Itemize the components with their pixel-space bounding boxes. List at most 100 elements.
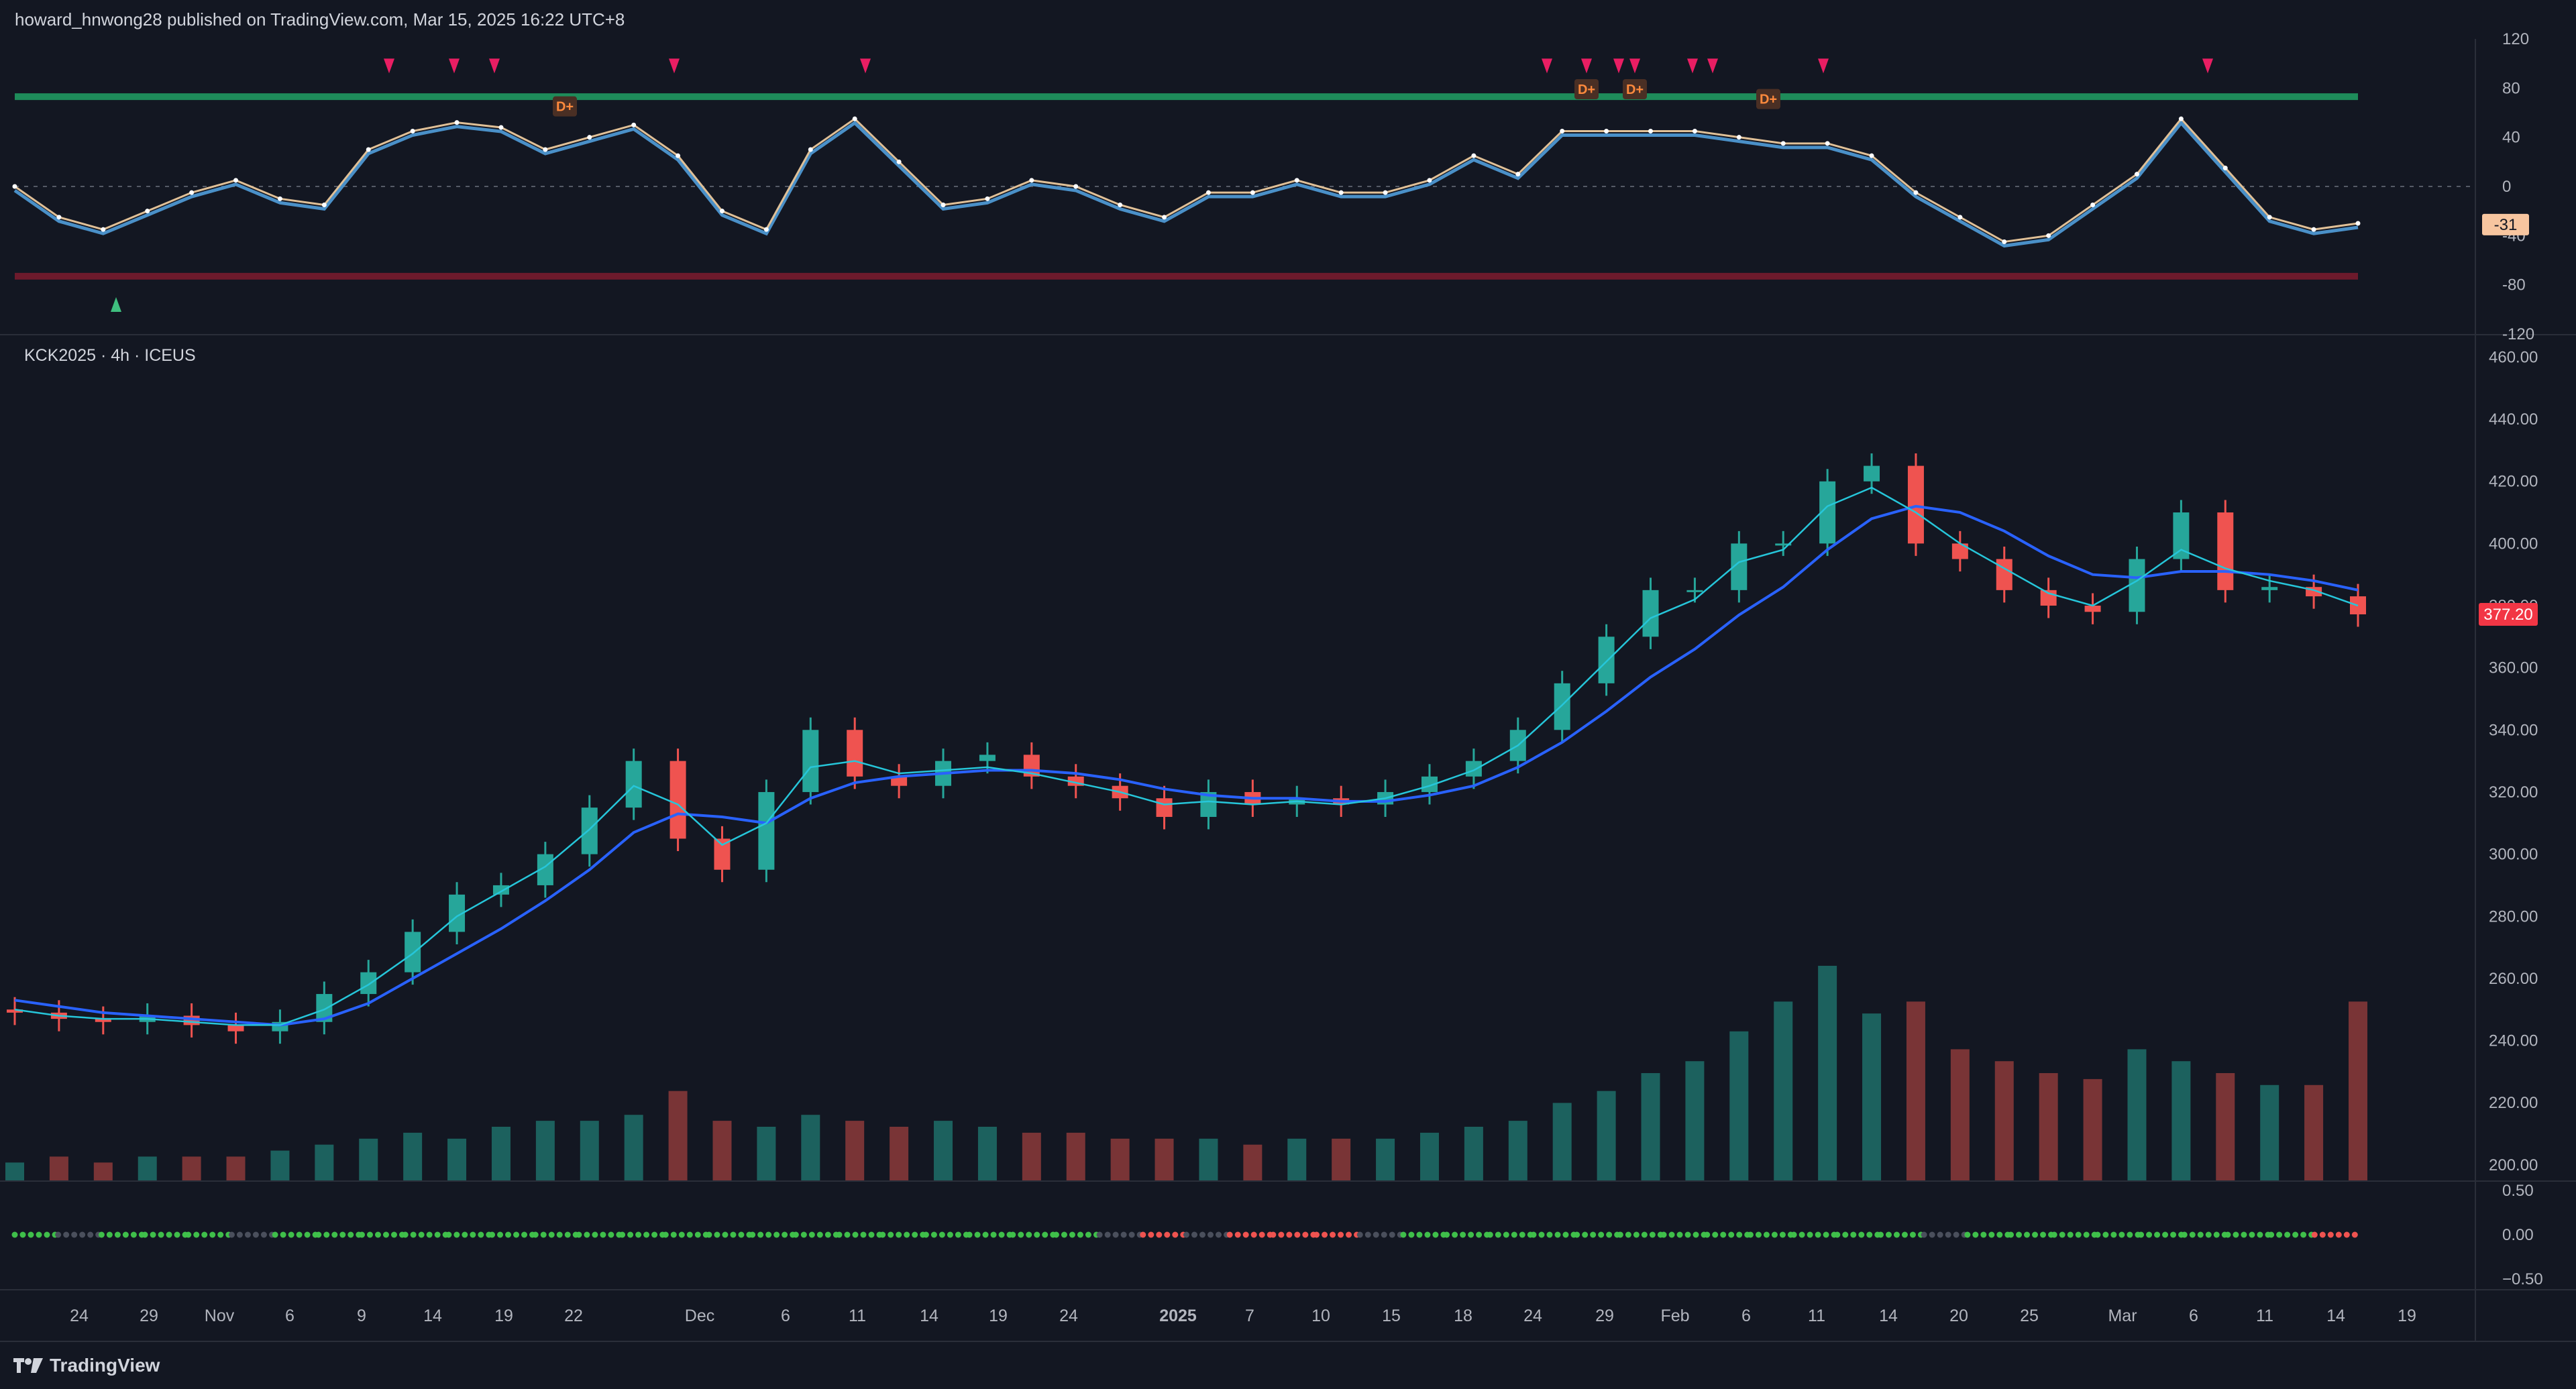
trend-dot: [947, 1231, 953, 1238]
trend-dot: [1519, 1231, 1525, 1238]
volume-bar: [934, 1121, 953, 1180]
trend-dot: [974, 1231, 981, 1238]
divergence-label: D+: [1578, 82, 1595, 97]
divergence-label: D+: [1626, 82, 1644, 97]
trend-dot: [1278, 1231, 1285, 1238]
trend-dot: [382, 1231, 389, 1238]
trend-dot: [366, 1231, 373, 1238]
trend-dot: [2257, 1231, 2263, 1238]
trend-dot: [816, 1231, 823, 1238]
trend-dot: [1120, 1231, 1127, 1238]
trend-dot: [36, 1231, 42, 1238]
trend-dot: [1191, 1231, 1197, 1238]
trend-dot: [2075, 1231, 2082, 1238]
oscillator-panel[interactable]: D+ D+ D+ D+: [12, 58, 2476, 312]
trend-dot: [2292, 1231, 2299, 1238]
volume-bar: [1552, 1103, 1572, 1180]
trend-dot: [678, 1231, 685, 1238]
trend-dot: [1148, 1231, 1155, 1238]
trend-dot: [955, 1231, 961, 1238]
time-tick-label: Nov: [205, 1307, 235, 1325]
candle-body: [227, 1025, 244, 1032]
trend-dot: [722, 1231, 729, 1238]
volume-bar: [1022, 1132, 1041, 1180]
volume-bar: [2216, 1073, 2235, 1180]
candle-body: [1864, 465, 1880, 482]
volume-bar: [1066, 1132, 1085, 1180]
trend-dot: [63, 1231, 70, 1238]
oscillator-point: [719, 209, 724, 214]
trend-dot: [2197, 1231, 2204, 1238]
trend-dot: [2154, 1231, 2161, 1238]
oscillator-point: [1205, 190, 1211, 195]
candle-body: [1598, 636, 1615, 683]
trend-tick-label: 0.00: [2502, 1226, 2534, 1244]
trend-dot: [1885, 1231, 1892, 1238]
trend-dot: [478, 1231, 484, 1238]
volume-bar: [270, 1150, 290, 1180]
time-tick-label: 29: [140, 1307, 158, 1325]
trend-dots-panel[interactable]: [11, 1231, 2358, 1238]
volume-bar: [315, 1144, 334, 1180]
trend-dot: [2276, 1231, 2283, 1238]
signal-down-marker: [1613, 58, 1624, 74]
time-tick-label: 2025: [1159, 1307, 1197, 1325]
price-panel[interactable]: [5, 453, 2367, 1180]
trend-dot: [402, 1231, 409, 1238]
signal-down-marker: [449, 58, 460, 74]
candle-body: [1686, 590, 1703, 592]
price-tick-label: 400.00: [2489, 535, 2538, 553]
trend-dot: [1476, 1231, 1483, 1238]
trend-dot: [185, 1231, 192, 1238]
trend-dot: [1790, 1231, 1797, 1238]
brand-name: TradingView: [50, 1355, 160, 1376]
candle-body: [1421, 776, 1438, 792]
oscillator-point: [808, 147, 813, 152]
trend-dot: [904, 1231, 910, 1238]
last-price-label: 377.20: [2483, 606, 2532, 624]
trend-dot: [260, 1231, 267, 1238]
trend-dot: [1156, 1231, 1163, 1238]
trend-dot: [1389, 1231, 1395, 1238]
trend-dot: [651, 1231, 658, 1238]
brand-logo[interactable]: TradingView: [13, 1351, 160, 1380]
trend-dot: [1077, 1231, 1083, 1238]
trend-dot: [2146, 1231, 2153, 1238]
candle-body: [891, 776, 908, 786]
time-tick-label: 9: [357, 1307, 366, 1325]
trend-dot: [852, 1231, 859, 1238]
trend-dot: [1330, 1231, 1336, 1238]
oscillator-point: [543, 147, 548, 152]
price-tick-label: 420.00: [2489, 473, 2538, 491]
trend-dot: [434, 1231, 441, 1238]
volume-bar: [447, 1138, 467, 1180]
trend-dot: [1763, 1231, 1770, 1238]
trend-dot: [87, 1231, 94, 1238]
volume-bar: [845, 1121, 865, 1180]
ma-fast-line: [14, 486, 2359, 1026]
trend-dot: [1104, 1231, 1111, 1238]
oscillator-last-value-box: [2482, 213, 2529, 235]
trend-dot: [2138, 1231, 2145, 1238]
trend-dot: [166, 1231, 172, 1238]
trend-dot: [600, 1231, 606, 1238]
oscillator-point: [763, 227, 769, 232]
oscillator-point: [1913, 190, 1919, 195]
oscillator-point: [2090, 203, 2096, 207]
trend-dot: [2189, 1231, 2196, 1238]
oscillator-point: [145, 209, 150, 214]
signal-down-marker: [384, 58, 394, 74]
trend-dot: [912, 1231, 918, 1238]
trend-dot: [2205, 1231, 2212, 1238]
trend-dot: [2067, 1231, 2074, 1238]
trend-dot: [217, 1231, 224, 1238]
oscillator-point: [1029, 178, 1034, 183]
trend-dot: [879, 1231, 886, 1238]
trend-dot: [1364, 1231, 1371, 1238]
trend-dot: [1128, 1231, 1135, 1238]
trend-dot: [339, 1231, 346, 1238]
oscillator-point: [56, 215, 62, 220]
trend-dot: [808, 1231, 815, 1238]
